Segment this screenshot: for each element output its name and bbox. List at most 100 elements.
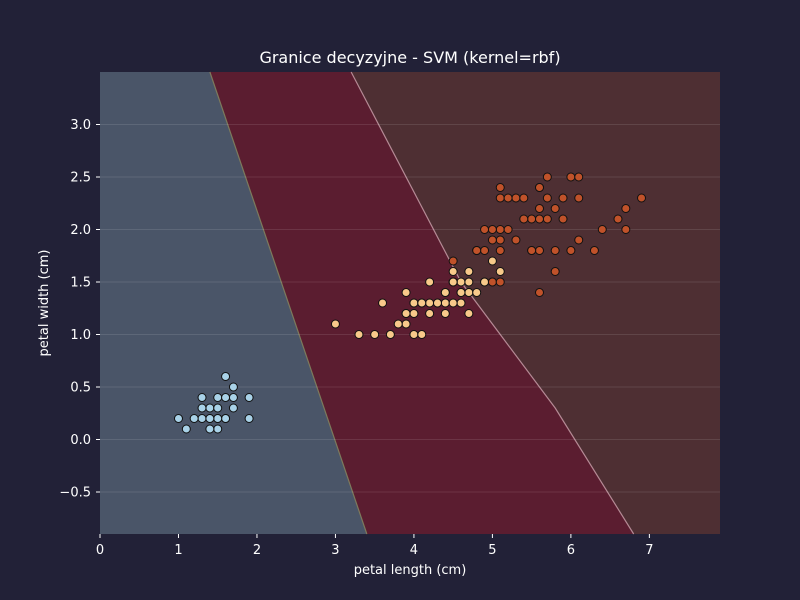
data-point-class-2 — [621, 225, 631, 234]
data-point-class-0 — [228, 382, 238, 392]
y-tick-label: 0.5 — [70, 381, 91, 396]
data-point-class-1 — [495, 267, 505, 276]
x-tick-label: 6 — [567, 543, 575, 558]
x-tick-label: 5 — [488, 543, 496, 558]
data-point-class-2 — [511, 193, 521, 203]
data-point-class-1 — [385, 330, 395, 339]
data-point-class-2 — [566, 246, 576, 255]
data-point-class-2 — [487, 225, 497, 234]
data-point-class-1 — [448, 277, 458, 287]
data-point-class-1 — [448, 298, 458, 308]
data-point-class-2 — [637, 193, 647, 203]
y-tick-label: 3.0 — [70, 118, 91, 133]
data-point-class-1 — [409, 298, 419, 308]
x-tick-label: 4 — [410, 543, 418, 558]
region-class-2 — [351, 72, 720, 534]
data-point-class-1 — [448, 267, 458, 276]
data-point-class-2 — [527, 246, 537, 255]
data-point-class-2 — [495, 235, 505, 245]
data-point-class-2 — [534, 288, 544, 297]
data-point-class-2 — [527, 214, 537, 224]
data-point-class-0 — [244, 414, 254, 423]
x-axis-label: petal length (cm) — [354, 563, 467, 578]
data-point-class-2 — [480, 225, 490, 234]
data-point-class-2 — [550, 246, 560, 255]
data-point-class-2 — [503, 225, 513, 234]
data-point-class-0 — [244, 393, 254, 402]
data-point-class-1 — [401, 288, 411, 297]
data-point-class-0 — [173, 414, 183, 423]
data-point-class-0 — [221, 372, 231, 381]
data-point-class-1 — [354, 330, 364, 339]
y-tick-label: 1.0 — [70, 328, 91, 343]
data-point-class-1 — [409, 330, 419, 339]
data-point-class-0 — [213, 414, 223, 423]
data-point-class-1 — [432, 298, 442, 308]
data-point-class-1 — [464, 267, 474, 276]
data-point-class-1 — [330, 319, 340, 329]
data-point-class-2 — [550, 204, 560, 213]
data-point-class-2 — [495, 225, 505, 234]
data-point-class-0 — [181, 424, 191, 434]
data-point-class-2 — [550, 267, 560, 276]
data-point-class-2 — [566, 172, 576, 182]
data-point-class-2 — [534, 214, 544, 224]
data-point-class-2 — [487, 277, 497, 287]
data-point-class-2 — [542, 193, 552, 203]
data-point-class-1 — [417, 330, 427, 339]
data-point-class-0 — [189, 414, 199, 423]
x-tick-label: 1 — [174, 543, 182, 558]
data-point-class-2 — [558, 193, 568, 203]
data-point-class-0 — [197, 393, 207, 402]
chart-title: Granice decyzyjne - SVM (kernel=rbf) — [259, 48, 560, 67]
data-point-class-2 — [519, 214, 529, 224]
data-point-class-0 — [221, 414, 231, 423]
data-point-class-1 — [440, 298, 450, 308]
data-point-class-2 — [503, 193, 513, 203]
data-point-class-0 — [213, 424, 223, 434]
data-point-class-2 — [574, 172, 584, 182]
data-point-class-1 — [393, 319, 403, 329]
data-point-class-1 — [425, 277, 435, 287]
data-point-class-2 — [558, 214, 568, 224]
data-point-class-0 — [197, 414, 207, 423]
data-point-class-0 — [213, 403, 223, 413]
y-tick-label: 2.0 — [70, 223, 91, 238]
x-tick-label: 3 — [331, 543, 339, 558]
data-point-class-0 — [213, 393, 223, 402]
data-point-class-1 — [409, 309, 419, 318]
data-point-class-2 — [534, 183, 544, 192]
data-point-class-2 — [574, 235, 584, 245]
data-point-class-2 — [511, 235, 521, 245]
data-point-class-2 — [621, 204, 631, 213]
data-point-class-1 — [417, 298, 427, 308]
y-tick-label: 0.0 — [70, 433, 91, 448]
data-point-class-1 — [378, 298, 388, 308]
plot-area — [100, 71, 720, 535]
data-point-class-1 — [456, 288, 466, 297]
data-point-class-1 — [401, 319, 411, 329]
data-point-class-1 — [440, 288, 450, 297]
data-point-class-1 — [456, 298, 466, 308]
data-point-class-1 — [464, 309, 474, 318]
data-point-class-2 — [534, 204, 544, 213]
data-point-class-2 — [613, 214, 623, 224]
data-point-class-0 — [197, 403, 207, 413]
data-point-class-0 — [205, 414, 215, 423]
data-point-class-1 — [370, 330, 380, 339]
decision-boundary-1-2 — [350, 71, 635, 535]
y-tick-label: −0.5 — [59, 486, 91, 501]
data-point-class-1 — [425, 309, 435, 318]
data-point-class-1 — [487, 256, 497, 266]
data-point-class-2 — [472, 246, 482, 255]
data-point-class-0 — [205, 403, 215, 413]
data-point-class-2 — [448, 256, 458, 266]
data-point-class-0 — [205, 424, 215, 434]
data-point-class-2 — [519, 193, 529, 203]
data-point-class-2 — [542, 172, 552, 182]
data-point-class-1 — [480, 277, 490, 287]
data-point-class-2 — [589, 246, 599, 255]
x-tick-label: 2 — [253, 543, 261, 558]
data-point-class-2 — [495, 183, 505, 192]
